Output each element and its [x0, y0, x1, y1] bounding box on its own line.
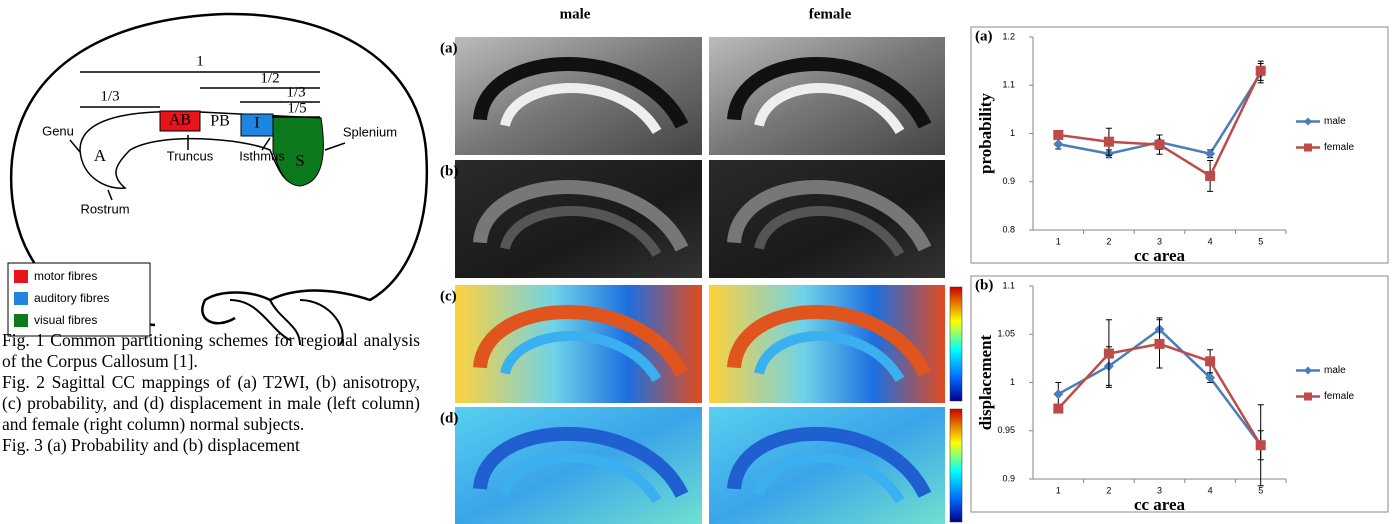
marker [1155, 339, 1165, 349]
x-tick-label: 5 [1258, 485, 1263, 495]
x-tick-label: 4 [1208, 485, 1213, 495]
marker [1256, 66, 1266, 76]
y-tick-label: 1 [1010, 377, 1015, 387]
row-label: (b) [440, 163, 458, 179]
marker [1053, 139, 1063, 149]
measure: 1/3 [100, 88, 119, 104]
y-tick-label: 1.1 [1002, 80, 1015, 90]
annotation: Truncus [167, 148, 214, 163]
arrow [108, 190, 112, 200]
annotation: Rostrum [80, 201, 129, 216]
legend-label: visual fibres [34, 313, 97, 327]
x-tick-label: 2 [1106, 236, 1111, 246]
legend-swatch [14, 270, 28, 283]
panel-label: (a) [975, 28, 993, 44]
x-tick-label: 1 [1056, 236, 1061, 246]
measure: 1/5 [287, 100, 306, 116]
colorbar [950, 409, 962, 522]
legend-label: female [1324, 142, 1354, 153]
y-tick-label: 0.9 [1002, 473, 1015, 483]
x-axis-label: cc area [1134, 246, 1186, 265]
row-label: (a) [440, 40, 458, 56]
y-tick-label: 0.95 [997, 425, 1015, 435]
region-label: I [254, 115, 259, 132]
y-tick-label: 1.2 [1002, 31, 1015, 41]
legend-label: motor fibres [34, 269, 97, 283]
caption: Fig. 1 Common partitioning schemes for r… [2, 330, 420, 524]
y-tick-label: 1 [1010, 128, 1015, 138]
marker [1053, 389, 1063, 399]
mri-panels [455, 37, 962, 524]
measure: 1 [196, 53, 204, 69]
row-label: (c) [440, 288, 457, 304]
legend-label: auditory fibres [34, 291, 109, 305]
x-tick-label: 4 [1208, 236, 1213, 246]
legend-marker [1304, 144, 1312, 152]
region-label: A [94, 146, 107, 165]
x-tick-label: 2 [1106, 485, 1111, 495]
region-label: AB [169, 112, 191, 129]
y-tick-label: 0.9 [1002, 176, 1015, 186]
arrow [325, 143, 345, 150]
legend-label: male [1324, 116, 1346, 127]
marker [1256, 440, 1266, 450]
x-tick-label: 5 [1258, 236, 1263, 246]
legend-swatch [14, 292, 28, 305]
measure: 1/2 [260, 70, 279, 86]
annotation: Isthmus [239, 148, 285, 163]
marker [1104, 349, 1114, 359]
legend-label: female [1324, 391, 1354, 402]
x-tick-label: 3 [1157, 485, 1162, 495]
legend-label: male [1324, 365, 1346, 376]
y-tick-label: 0.8 [1002, 224, 1015, 234]
legend-marker [1304, 393, 1312, 401]
x-tick-label: 1 [1056, 485, 1061, 495]
marker [1104, 137, 1114, 147]
x-tick-label: 3 [1157, 236, 1162, 246]
region-label: PB [210, 113, 230, 130]
marker [1205, 356, 1215, 366]
legend-marker [1304, 118, 1312, 126]
legend-marker [1304, 367, 1312, 375]
y-axis-label: probability [976, 93, 995, 174]
marker [1205, 171, 1215, 181]
colorbar [950, 287, 962, 401]
caption-paragraph: Fig. 2 Sagittal CC mappings of (a) T2WI,… [2, 372, 420, 435]
caption-paragraph: Fig. 1 Common partitioning schemes for r… [2, 330, 420, 372]
measure: 1/3 [286, 84, 305, 100]
column-heading: male [560, 6, 591, 22]
y-tick-label: 1.1 [1002, 280, 1015, 290]
caption-paragraph: Fig. 3 (a) Probability and (b) displacem… [2, 435, 420, 456]
region-label: S [295, 151, 304, 170]
annotation: Genu [42, 123, 74, 138]
arrow [70, 140, 80, 152]
row-label: (d) [440, 410, 458, 426]
marker [1155, 140, 1165, 150]
page: 1 1/2 1/3 1/3 1/5 A AB PB I S Genu Trunc… [0, 0, 1395, 524]
annotation: Splenium [343, 124, 397, 139]
diagram-legend: motor fibres auditory fibres visual fibr… [8, 263, 150, 336]
marker [1053, 404, 1063, 414]
y-tick-label: 1.05 [997, 329, 1015, 339]
panel-label: (b) [975, 277, 993, 293]
column-heading: female [809, 6, 852, 22]
legend-swatch [14, 314, 28, 327]
marker [1053, 130, 1063, 140]
x-axis-label: cc area [1134, 495, 1186, 514]
y-axis-label: displacement [976, 334, 995, 430]
